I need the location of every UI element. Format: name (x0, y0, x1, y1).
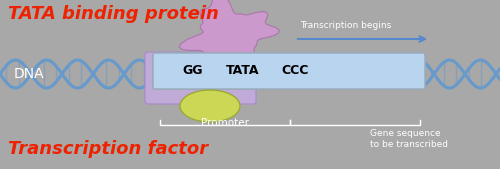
Text: TATA binding protein: TATA binding protein (8, 5, 219, 23)
Text: TATA: TATA (226, 65, 260, 78)
Text: Transcription begins: Transcription begins (300, 21, 391, 30)
FancyBboxPatch shape (153, 53, 425, 89)
Text: CCC: CCC (282, 65, 308, 78)
Text: DNA: DNA (14, 67, 44, 81)
Text: GG: GG (183, 65, 203, 78)
Polygon shape (179, 0, 279, 66)
Text: Transcription factor: Transcription factor (8, 140, 208, 158)
Text: Gene sequence
to be transcribed: Gene sequence to be transcribed (370, 129, 448, 149)
Text: Promoter: Promoter (201, 118, 249, 128)
FancyBboxPatch shape (145, 52, 256, 104)
FancyBboxPatch shape (153, 53, 425, 89)
Ellipse shape (180, 90, 240, 122)
